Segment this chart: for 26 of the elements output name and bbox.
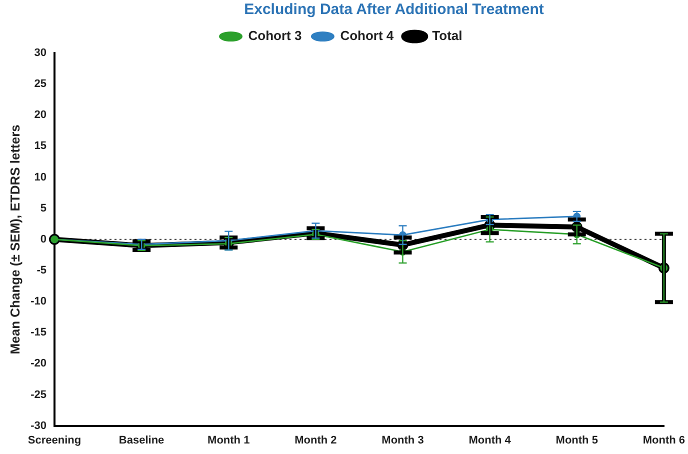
y-tick-label: -5 xyxy=(36,264,46,276)
x-tick-label: Month 2 xyxy=(294,434,337,446)
x-tick-label: Screening xyxy=(28,434,82,446)
chart-title: Excluding Data After Additional Treatment xyxy=(243,0,545,20)
x-tick-label: Baseline xyxy=(118,434,164,446)
y-axis-title: Mean Change (± SEM), ETDRS letters xyxy=(7,124,22,354)
y-tick-label: 30 xyxy=(34,47,46,60)
x-tick-label: Month 6 xyxy=(642,434,686,446)
legend-label: Cohort 3 xyxy=(248,28,302,44)
x-tick-label: Month 5 xyxy=(556,434,598,446)
y-tick-label: -10 xyxy=(30,296,46,308)
x-tick-label: Month 4 xyxy=(468,434,512,446)
y-tick-label: -25 xyxy=(30,388,46,401)
x-tick-label: Month 1 xyxy=(208,434,250,446)
y-tick-label: 10 xyxy=(34,171,46,184)
y-tick-label: 20 xyxy=(34,109,46,122)
y-tick-label: 5 xyxy=(40,202,46,214)
x-tick-label: Month 3 xyxy=(382,434,424,446)
y-tick-label: -15 xyxy=(30,326,46,339)
y-tick-label: -30 xyxy=(30,420,46,432)
y-tick-label: 0 xyxy=(40,233,46,246)
legend-label: Total xyxy=(432,28,462,44)
y-tick-label: 15 xyxy=(34,140,46,152)
legend-label: Cohort 4 xyxy=(340,28,394,44)
y-tick-label: 25 xyxy=(34,78,46,90)
y-tick-label: -20 xyxy=(30,358,46,370)
